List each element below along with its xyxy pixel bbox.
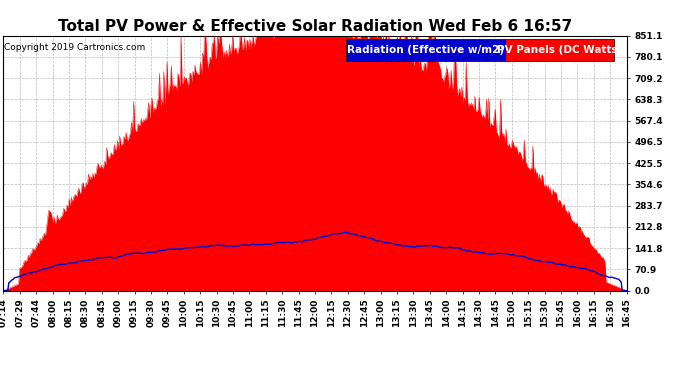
FancyBboxPatch shape: [346, 39, 505, 61]
Text: PV Panels (DC Watts): PV Panels (DC Watts): [497, 45, 622, 55]
Text: Copyright 2019 Cartronics.com: Copyright 2019 Cartronics.com: [4, 43, 146, 52]
Text: Radiation (Effective w/m2): Radiation (Effective w/m2): [347, 45, 504, 55]
Title: Total PV Power & Effective Solar Radiation Wed Feb 6 16:57: Total PV Power & Effective Solar Radiati…: [58, 20, 572, 34]
FancyBboxPatch shape: [505, 39, 614, 61]
